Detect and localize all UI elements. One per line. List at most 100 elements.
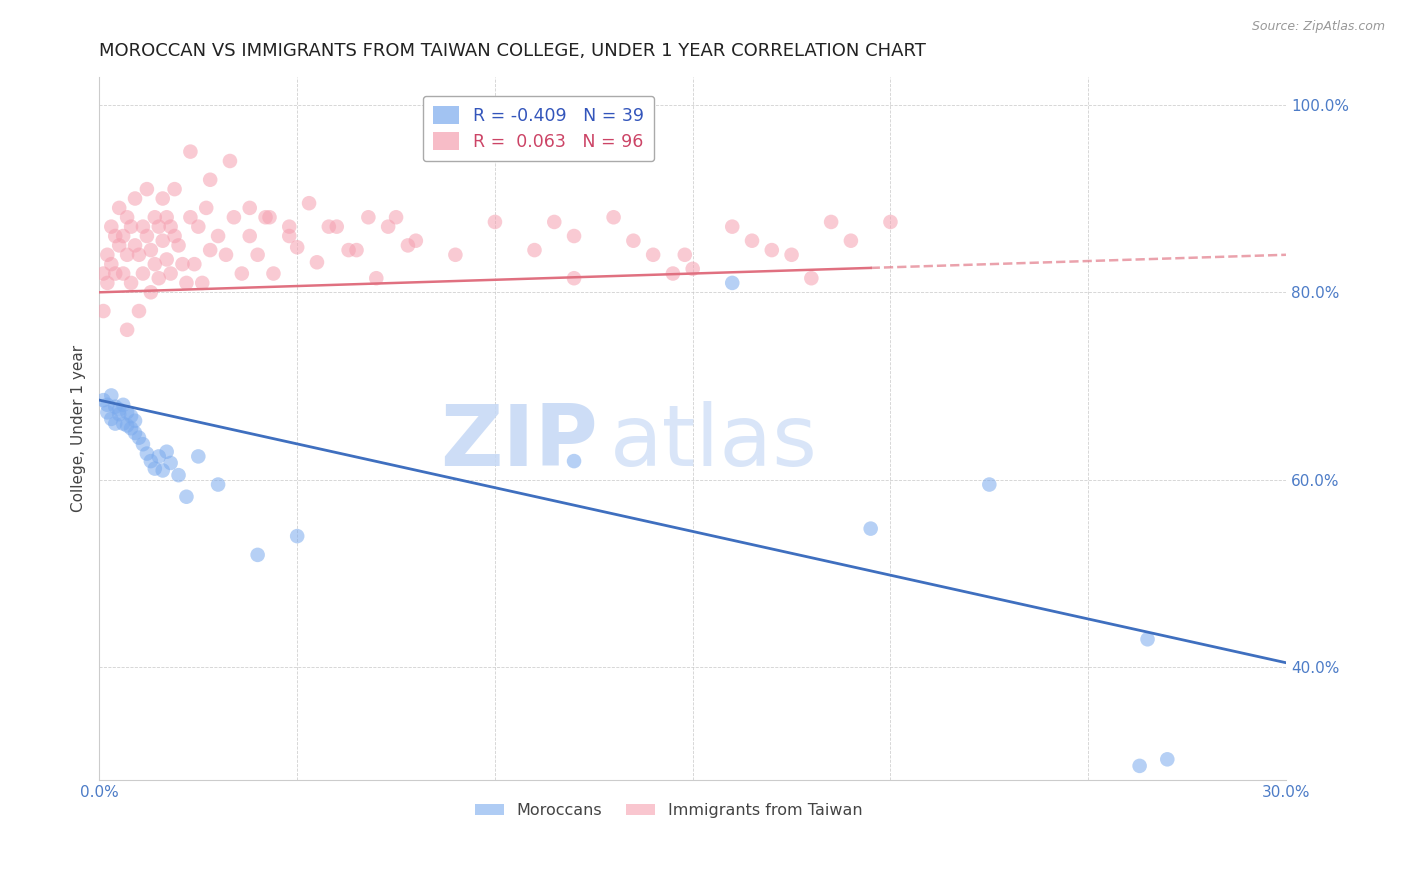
Point [108, 402, 131, 417]
Point [132, 437, 155, 451]
Point [231, 267, 253, 281]
Point [346, 243, 368, 257]
Point [396, 238, 419, 252]
Point [115, 248, 138, 262]
Point [1136, 632, 1159, 647]
Point [148, 450, 170, 464]
Point [120, 219, 142, 234]
Point [139, 243, 162, 257]
Point [673, 248, 696, 262]
Point [195, 201, 218, 215]
Point [183, 257, 205, 271]
Point [820, 215, 842, 229]
Point [761, 243, 783, 257]
Point [262, 267, 284, 281]
Point [143, 461, 166, 475]
Point [1129, 759, 1152, 773]
Point [484, 215, 506, 229]
Point [104, 229, 127, 244]
Point [285, 240, 308, 254]
Point [135, 229, 157, 244]
Point [298, 196, 321, 211]
Point [259, 211, 281, 225]
Point [139, 285, 162, 300]
Point [246, 548, 269, 562]
Point [278, 219, 301, 234]
Point [523, 243, 546, 257]
Point [198, 243, 221, 257]
Point [112, 229, 135, 244]
Point [662, 267, 685, 281]
Point [285, 529, 308, 543]
Text: atlas: atlas [610, 401, 818, 483]
Point [156, 444, 179, 458]
Point [120, 409, 142, 423]
Point [562, 271, 585, 285]
Point [115, 211, 138, 225]
Point [337, 243, 360, 257]
Point [152, 463, 174, 477]
Point [100, 257, 122, 271]
Point [163, 182, 186, 196]
Point [112, 417, 135, 431]
Point [93, 304, 115, 318]
Point [222, 211, 245, 225]
Point [1156, 752, 1178, 766]
Point [682, 261, 704, 276]
Text: Source: ZipAtlas.com: Source: ZipAtlas.com [1251, 20, 1385, 33]
Point [132, 219, 155, 234]
Point [179, 145, 201, 159]
Point [543, 215, 565, 229]
Point [215, 248, 238, 262]
Point [156, 252, 179, 267]
Point [124, 192, 146, 206]
Point [172, 257, 194, 271]
Point [104, 417, 127, 431]
Point [143, 211, 166, 225]
Point [93, 393, 115, 408]
Point [176, 276, 198, 290]
Point [239, 201, 262, 215]
Y-axis label: College, Under 1 year: College, Under 1 year [72, 344, 86, 512]
Point [219, 153, 242, 168]
Point [741, 234, 763, 248]
Point [108, 407, 131, 421]
Point [96, 248, 118, 262]
Point [377, 219, 399, 234]
Point [305, 255, 328, 269]
Point [100, 412, 122, 426]
Point [152, 192, 174, 206]
Point [167, 468, 190, 483]
Point [621, 234, 644, 248]
Point [318, 219, 340, 234]
Point [859, 522, 882, 536]
Point [128, 431, 150, 445]
Point [167, 238, 190, 252]
Point [120, 276, 142, 290]
Point [979, 477, 1001, 491]
Point [120, 421, 142, 435]
Point [93, 267, 115, 281]
Point [366, 271, 388, 285]
Point [254, 211, 277, 225]
Point [112, 267, 135, 281]
Point [152, 234, 174, 248]
Point [239, 229, 262, 244]
Point [879, 215, 901, 229]
Point [444, 248, 467, 262]
Point [135, 447, 157, 461]
Point [159, 456, 181, 470]
Point [357, 211, 380, 225]
Point [96, 405, 118, 419]
Point [124, 414, 146, 428]
Point [602, 211, 624, 225]
Point [108, 238, 131, 252]
Point [108, 201, 131, 215]
Point [187, 219, 209, 234]
Point [191, 276, 214, 290]
Point [643, 248, 665, 262]
Point [115, 323, 138, 337]
Point [207, 477, 229, 491]
Point [839, 234, 862, 248]
Legend: Moroccans, Immigrants from Taiwan: Moroccans, Immigrants from Taiwan [470, 797, 869, 825]
